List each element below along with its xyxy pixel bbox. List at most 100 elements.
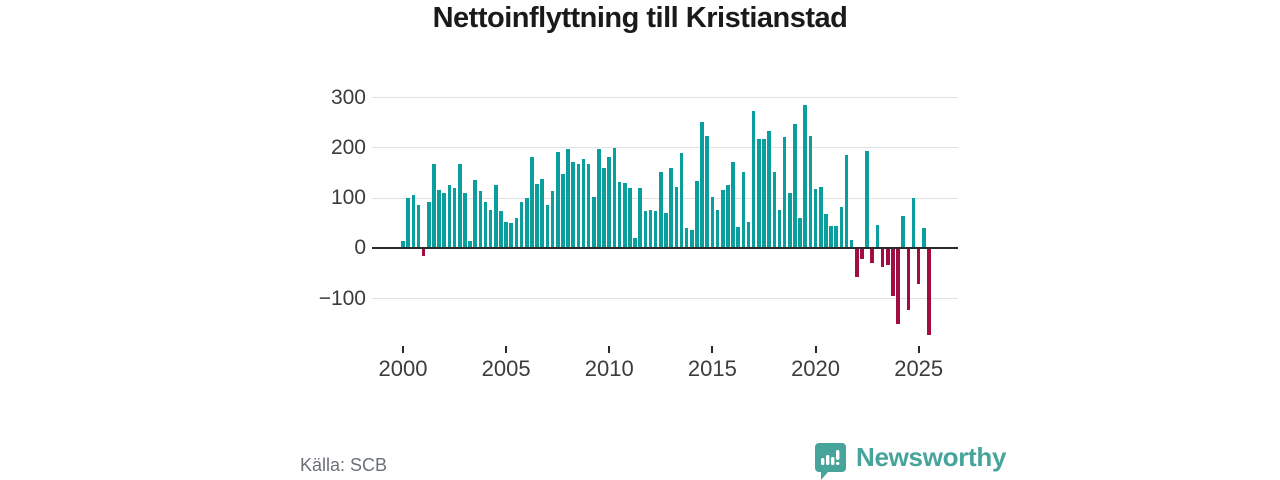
bar <box>545 204 550 249</box>
bar <box>751 111 756 249</box>
y-axis-label: 200 <box>330 135 366 159</box>
bar <box>710 196 715 249</box>
bar <box>906 248 911 311</box>
bar <box>720 189 725 249</box>
y-axis-label: −100 <box>318 286 366 310</box>
y-axis-label: 300 <box>330 85 366 109</box>
newsworthy-logo-icon <box>815 443 846 480</box>
bar <box>916 248 921 285</box>
bar <box>880 248 885 268</box>
bar <box>504 222 508 249</box>
bar <box>922 227 926 249</box>
x-axis-tick <box>608 346 611 353</box>
bar <box>406 197 410 249</box>
bar <box>617 181 622 249</box>
bar <box>514 217 519 249</box>
bar <box>586 164 591 249</box>
bar <box>426 201 431 249</box>
source-label: Källa: SCB <box>300 455 388 475</box>
bar <box>798 217 802 249</box>
bar <box>437 189 441 249</box>
bar <box>597 149 601 249</box>
bar <box>561 173 565 249</box>
newsworthy-branding: Newsworthy <box>814 442 1006 480</box>
bar <box>628 188 632 249</box>
bar <box>849 239 854 249</box>
x-axis-label: 2015 <box>687 356 737 381</box>
bar <box>550 190 555 249</box>
bar <box>473 179 477 249</box>
bar <box>488 209 493 249</box>
bar <box>421 248 426 256</box>
bar <box>891 248 895 296</box>
x-axis-label: 2010 <box>584 356 634 381</box>
bar <box>757 139 761 249</box>
bar <box>411 194 416 249</box>
bar <box>576 163 581 249</box>
bar <box>813 188 818 249</box>
bar <box>865 151 869 249</box>
newsworthy-wordmark: Newsworthy <box>856 442 1007 472</box>
bar <box>767 131 771 249</box>
bar <box>901 216 906 249</box>
bar <box>695 180 699 249</box>
x-axis-tick <box>505 346 508 353</box>
bar <box>808 136 813 249</box>
bar <box>653 210 658 249</box>
bar <box>896 248 900 325</box>
bar <box>602 168 606 249</box>
bar <box>535 184 539 249</box>
bar <box>679 152 684 249</box>
bar <box>530 157 534 249</box>
bar <box>705 136 710 249</box>
bar <box>787 192 792 249</box>
bar <box>442 193 447 249</box>
bar <box>581 159 586 249</box>
bar <box>463 193 467 249</box>
x-axis-tick <box>814 346 817 353</box>
bar <box>452 187 457 249</box>
y-axis-label: 0 <box>354 236 366 260</box>
bar <box>483 202 488 249</box>
bar <box>478 190 483 249</box>
bar <box>782 137 787 249</box>
bar <box>555 151 560 249</box>
gridline <box>372 298 958 300</box>
x-axis-label: 2005 <box>481 356 531 381</box>
bar <box>793 123 797 249</box>
bar <box>834 226 838 249</box>
bar <box>855 248 859 278</box>
bar <box>638 187 643 249</box>
bar <box>643 210 648 249</box>
bar <box>927 248 931 336</box>
bar <box>509 223 514 249</box>
gridline <box>372 197 958 199</box>
bar <box>416 204 421 249</box>
chart-title: Nettoinflyttning till Kristianstad <box>432 2 848 34</box>
bar <box>524 198 529 249</box>
x-axis-label: 2020 <box>791 356 841 381</box>
bar <box>911 197 916 249</box>
bar <box>622 183 627 249</box>
bar <box>824 213 828 249</box>
bar <box>494 184 498 249</box>
bar <box>684 227 689 249</box>
gridline <box>372 147 958 149</box>
bar <box>829 225 833 249</box>
bar <box>885 248 890 265</box>
bar <box>689 229 694 249</box>
x-axis-tick <box>402 346 404 353</box>
x-axis-label: 2000 <box>378 356 428 381</box>
bar <box>612 147 617 249</box>
bar <box>700 122 704 249</box>
bar <box>839 206 844 249</box>
bar <box>592 196 596 249</box>
bar <box>447 184 452 249</box>
bar <box>736 226 740 249</box>
bar <box>669 168 673 249</box>
bar <box>844 154 849 249</box>
bar <box>659 171 663 249</box>
zero-axis-line <box>372 247 958 250</box>
